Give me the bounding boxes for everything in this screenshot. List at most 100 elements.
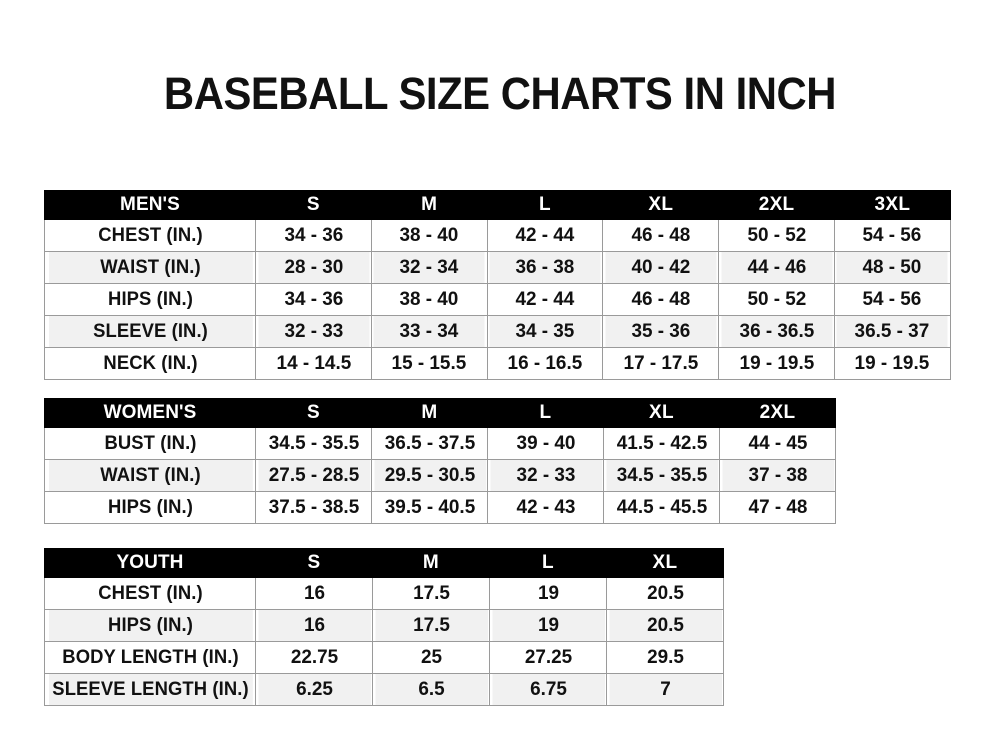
womens-measurement-cell: 29.5 - 30.5 [372,459,487,492]
youth-size-header-m: M [372,548,490,578]
mens-measurement-cell: 46 - 48 [604,283,718,316]
womens-measurement-cell: 41.5 - 42.5 [604,427,719,460]
womens-measurement-cell: 44.5 - 45.5 [604,491,719,524]
table-row: SLEEVE (IN.) 32 - 33 33 - 34 34 - 35 35 - 36… [45,315,951,348]
youth-measurement-cell: 6.75 [490,673,606,706]
youth-size-header-l: L [489,548,607,578]
youth-measurement-cell: 6.5 [373,673,489,706]
table-row: WAIST (IN.) 28 - 30 32 - 34 36 - 38 40 - 42 4… [45,251,951,284]
table-row: SLEEVE LENGTH (IN.) 6.25 6.5 6.75 7 [45,673,724,706]
table-row: CHEST (IN.) 16 17.5 19 20.5 [45,577,724,610]
youth-header-row: YOUTH S M L XL [44,548,724,578]
womens-measurement-cell: 32 - 33 [488,459,603,492]
womens-measurement-cell: 36.5 - 37.5 [372,427,487,460]
mens-measurement-cell: 32 - 33 [256,315,371,348]
youth-measurement-cell: 20.5 [607,609,723,642]
womens-measurement-cell: 37.5 - 38.5 [256,491,371,524]
womens-measurement-cell: 37 - 38 [720,459,835,492]
womens-measurement-cell: 39 - 40 [488,427,603,460]
table-row: HIPS (IN.) 34 - 36 38 - 40 42 - 44 46 - 48 50… [45,283,951,316]
youth-measurement-cell: 7 [607,673,723,706]
mens-measurement-cell: 54 - 56 [835,219,950,252]
youth-measurement-cell: 19 [490,609,606,642]
mens-row-label: HIPS (IN.) [47,283,253,316]
mens-measurement-cell: 16 - 16.5 [488,347,602,380]
womens-row-label: WAIST (IN.) [47,459,253,492]
youth-measurement-cell: 17.5 [373,609,489,642]
womens-measurement-cell: 34.5 - 35.5 [256,427,371,460]
womens-measurement-cell: 44 - 45 [720,427,835,460]
table-row: WAIST (IN.) 27.5 - 28.5 29.5 - 30.5 32 - 33… [45,459,836,492]
womens-size-header-s: S [255,398,372,428]
mens-row-label: SLEEVE (IN.) [47,315,253,348]
youth-measurement-cell: 16 [256,577,372,610]
mens-measurement-cell: 36 - 38 [488,251,602,284]
womens-measurement-cell: 42 - 43 [488,491,603,524]
mens-measurement-cell: 14 - 14.5 [256,347,371,380]
mens-size-table: MEN'S S M L XL 2XL 3XL CHEST (IN.) 34 - 36 38 - 4… [44,190,951,380]
mens-measurement-cell: 50 - 52 [719,219,834,252]
mens-measurement-cell: 40 - 42 [604,251,718,284]
youth-measurement-cell: 6.25 [256,673,372,706]
womens-measurement-cell: 34.5 - 35.5 [604,459,719,492]
womens-size-header-2xl: 2XL [719,398,836,428]
youth-measurement-cell: 22.75 [256,641,372,674]
table-row: NECK (IN.) 14 - 14.5 15 - 15.5 16 - 16.5 17 … [45,347,951,380]
womens-row-label: BUST (IN.) [47,427,253,460]
table-row: HIPS (IN.) 16 17.5 19 20.5 [45,609,724,642]
youth-measurement-cell: 27.25 [490,641,606,674]
youth-measurement-cell: 17.5 [373,577,489,610]
mens-measurement-cell: 42 - 44 [488,283,602,316]
mens-size-header-m: M [370,190,488,220]
youth-row-label: HIPS (IN.) [47,609,253,642]
youth-measurement-cell: 20.5 [607,577,723,610]
mens-measurement-cell: 50 - 52 [719,283,834,316]
mens-table-title: MEN'S [44,190,256,220]
mens-measurement-cell: 48 - 50 [835,251,950,284]
womens-header-row: WOMEN'S S M L XL 2XL [44,398,836,428]
youth-measurement-cell: 16 [256,609,372,642]
mens-measurement-cell: 36 - 36.5 [719,315,834,348]
mens-size-header-s: S [255,190,372,220]
mens-measurement-cell: 46 - 48 [604,219,718,252]
mens-measurement-cell: 38 - 40 [372,283,486,316]
mens-size-header-l: L [486,190,604,220]
mens-measurement-cell: 35 - 36 [604,315,718,348]
mens-measurement-cell: 32 - 34 [372,251,486,284]
youth-row-label: BODY LENGTH (IN.) [47,641,253,674]
youth-table-title: YOUTH [44,548,256,578]
mens-size-header-xl: XL [602,190,720,220]
table-row: BUST (IN.) 34.5 - 35.5 36.5 - 37.5 39 - 40 4… [45,427,836,460]
youth-row-label: SLEEVE LENGTH (IN.) [47,673,253,706]
womens-measurement-cell: 47 - 48 [720,491,835,524]
mens-row-label: NECK (IN.) [47,347,253,380]
youth-measurement-cell: 19 [490,577,606,610]
page-title: BASEBALL SIZE CHARTS IN INCH [163,68,837,119]
table-row: CHEST (IN.) 34 - 36 38 - 40 42 - 44 46 - 48 5… [45,219,951,252]
mens-measurement-cell: 54 - 56 [835,283,950,316]
mens-measurement-cell: 17 - 17.5 [604,347,718,380]
mens-measurement-cell: 34 - 36 [256,283,371,316]
mens-row-label: CHEST (IN.) [47,219,253,252]
womens-measurement-cell: 27.5 - 28.5 [256,459,371,492]
mens-measurement-cell: 42 - 44 [488,219,602,252]
mens-measurement-cell: 38 - 40 [372,219,486,252]
mens-measurement-cell: 28 - 30 [256,251,371,284]
mens-measurement-cell: 44 - 46 [719,251,834,284]
youth-row-label: CHEST (IN.) [47,577,253,610]
youth-size-header-xl: XL [606,548,724,578]
mens-measurement-cell: 34 - 36 [256,219,371,252]
mens-size-header-3xl: 3XL [833,190,951,220]
table-row: BODY LENGTH (IN.) 22.75 25 27.25 29.5 [45,641,724,674]
mens-measurement-cell: 19 - 19.5 [835,347,950,380]
mens-size-header-2xl: 2XL [718,190,835,220]
womens-size-header-l: L [487,398,604,428]
youth-size-header-s: S [255,548,373,578]
womens-table-title: WOMEN'S [44,398,256,428]
mens-measurement-cell: 36.5 - 37 [835,315,950,348]
womens-size-header-xl: XL [603,398,720,428]
womens-row-label: HIPS (IN.) [47,491,253,524]
mens-measurement-cell: 15 - 15.5 [372,347,486,380]
youth-measurement-cell: 25 [373,641,489,674]
